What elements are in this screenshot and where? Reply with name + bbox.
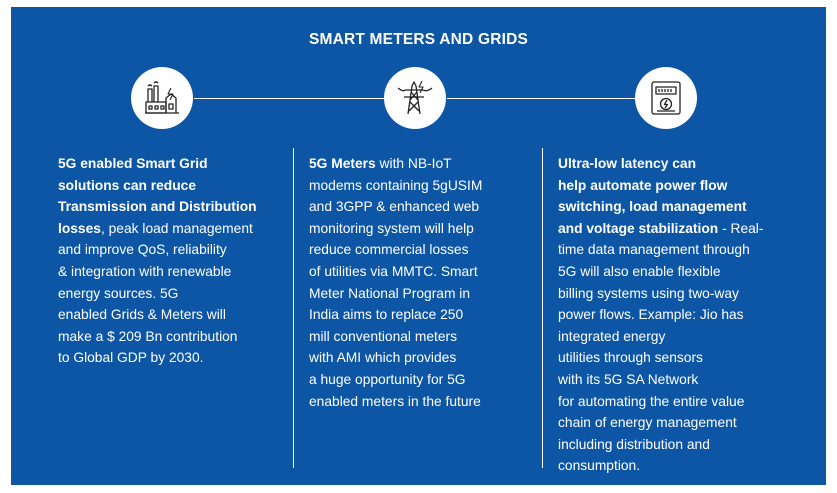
bold-text-segment: solutions can reduce (58, 177, 197, 193)
text-line: with its 5G SA Network (558, 369, 763, 391)
text-segment: a huge opportunity for 5G (309, 371, 466, 387)
text-segment: power flows. Example: Jio has (558, 307, 744, 323)
text-segment: , peak load management (100, 220, 253, 236)
text-segment: monitoring system will help (309, 220, 474, 236)
electricity-meter-icon (651, 81, 681, 115)
text-line: Ultra-low latency can (558, 153, 763, 175)
bold-text-segment: losses (58, 220, 101, 236)
text-line: a huge opportunity for 5G (309, 369, 482, 391)
text-line: time data management through (558, 239, 763, 261)
bold-text-segment: and voltage stabilization (558, 220, 719, 236)
text-line: with AMI which provides (309, 347, 482, 369)
text-line: monitoring system will help (309, 218, 482, 240)
text-line: & integration with renewable (58, 261, 257, 283)
text-segment: enabled Grids & Meters will (58, 307, 226, 323)
automation-text-column: Ultra-low latency can help automate power… (558, 153, 763, 477)
text-segment: integrated energy (558, 328, 666, 344)
text-segment: utilities through sensors (558, 350, 703, 366)
page-title: SMART METERS AND GRIDS (308, 31, 529, 48)
text-segment: consumption. (558, 458, 641, 474)
text-line: and improve QoS, reliability (58, 239, 257, 261)
text-line: Meter National Program in (309, 283, 482, 305)
text-segment: Meter National Program in (309, 285, 471, 301)
connector-line (447, 98, 635, 99)
connector-line (194, 98, 384, 99)
text-segment: of utilities via MMTC. Smart (309, 263, 478, 279)
text-line: billing systems using two-way (558, 283, 763, 305)
text-line: Transmission and Distribution (58, 196, 257, 218)
text-line: India aims to replace 250 (309, 304, 482, 326)
text-segment: & integration with renewable (58, 263, 232, 279)
text-line: switching, load management (558, 196, 763, 218)
text-segment: time data management through (558, 242, 750, 258)
text-segment: for automating the entire value (558, 393, 745, 409)
text-line: utilities through sensors (558, 347, 763, 369)
text-segment: billing systems using two-way (558, 285, 739, 301)
text-line: to Global GDP by 2030. (58, 347, 257, 369)
text-segment: reduce commercial losses (309, 242, 469, 258)
text-line: and 3GPP & enhanced web (309, 196, 482, 218)
text-line: 5G Meters with NB-IoT (309, 153, 482, 175)
bold-text-segment: switching, load management (558, 199, 747, 215)
text-line: energy sources. 5G (58, 283, 257, 305)
text-line: make a $ 209 Bn contribution (58, 326, 257, 348)
text-segment: to Global GDP by 2030. (58, 350, 204, 366)
text-segment: modems containing 5gUSIM (309, 177, 483, 193)
text-segment: 5G will also enable flexible (558, 263, 721, 279)
text-line: 5G enabled Smart Grid (58, 153, 257, 175)
transmission-tower-icon (397, 80, 433, 115)
icon-circle-tower (384, 67, 446, 129)
text-segment: with its 5G SA Network (558, 371, 699, 387)
text-line: mill conventional meters (309, 326, 482, 348)
text-segment: make a $ 209 Bn contribution (58, 328, 238, 344)
text-line: solutions can reduce (58, 175, 257, 197)
text-segment: chain of energy management (558, 415, 737, 431)
bold-text-segment: Ultra-low latency can (558, 156, 697, 171)
text-segment: mill conventional meters (309, 328, 457, 344)
column-divider (542, 148, 543, 468)
text-segment: enabled meters in the future (309, 393, 481, 409)
text-segment: India aims to replace 250 (309, 307, 464, 323)
meter-text-column: 5G Meters with NB-IoT modems containing 5… (309, 153, 482, 412)
text-segment: energy sources. 5G (58, 285, 179, 301)
bold-text-segment: 5G enabled Smart Grid (58, 156, 208, 171)
text-line: enabled meters in the future (309, 391, 482, 413)
text-line: consumption. (558, 455, 763, 477)
text-line: losses, peak load management (58, 218, 257, 240)
icon-circle-grid (131, 67, 193, 129)
bold-text-segment: 5G Meters (309, 156, 376, 171)
grid-text-column: 5G enabled Smart Grid solutions can reduc… (58, 153, 257, 369)
icon-circle-meter (635, 67, 697, 129)
text-segment: and improve QoS, reliability (58, 242, 227, 258)
column-divider (293, 148, 294, 468)
bold-text-segment: Transmission and Distribution (58, 199, 257, 215)
text-line: for automating the entire value (558, 391, 763, 413)
bold-text-segment: help automate power flow (558, 177, 728, 193)
text-line: power flows. Example: Jio has (558, 304, 763, 326)
text-line: chain of energy management (558, 412, 763, 434)
text-line: of utilities via MMTC. Smart (309, 261, 482, 283)
power-plant-icon (145, 81, 179, 114)
text-segment: and 3GPP & enhanced web (309, 199, 480, 215)
text-segment: including distribution and (558, 436, 710, 452)
text-segment: with NB-IoT (375, 156, 452, 171)
text-line: and voltage stabilization - Real- (558, 218, 763, 240)
text-line: help automate power flow (558, 175, 763, 197)
text-segment: - Real- (718, 220, 764, 236)
text-segment: with AMI which provides (309, 350, 457, 366)
text-line: enabled Grids & Meters will (58, 304, 257, 326)
text-line: reduce commercial losses (309, 239, 482, 261)
text-line: integrated energy (558, 326, 763, 348)
text-line: including distribution and (558, 434, 763, 456)
text-line: modems containing 5gUSIM (309, 175, 482, 197)
text-line: 5G will also enable flexible (558, 261, 763, 283)
